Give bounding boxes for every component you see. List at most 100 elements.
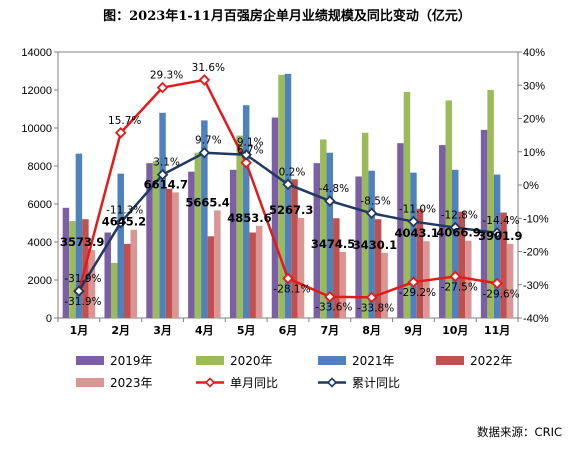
line-value-label: 0.2% bbox=[279, 166, 306, 178]
bar-0-4 bbox=[229, 169, 237, 318]
marker-1-3 bbox=[198, 146, 211, 159]
legend-label: 累计同比 bbox=[352, 376, 400, 390]
line-value-label: -31.9% bbox=[64, 296, 101, 308]
bar-1-0 bbox=[69, 221, 76, 318]
x-tick-label: 8月 bbox=[362, 324, 381, 337]
line-value-label: -12.8% bbox=[441, 210, 478, 222]
x-tick-label: 4月 bbox=[195, 324, 214, 337]
y-right-tick-label: 30% bbox=[523, 80, 545, 92]
line-value-label: -14.4% bbox=[483, 215, 520, 227]
bar-value-label: 5665.4 bbox=[185, 195, 229, 209]
bar-2-6 bbox=[326, 152, 334, 318]
line-value-label: -29.2% bbox=[399, 287, 436, 299]
marker-0-10 bbox=[491, 277, 503, 290]
x-tick-label: 3月 bbox=[153, 324, 172, 337]
bar-2-5 bbox=[284, 73, 292, 318]
bar-0-9 bbox=[439, 145, 446, 318]
line-value-label: 31.6% bbox=[192, 62, 225, 74]
bar-value-label: 3474.5 bbox=[311, 237, 355, 251]
bar-value-label: 4066.9 bbox=[436, 226, 480, 240]
bar-4-0 bbox=[88, 250, 96, 318]
bar-0-10 bbox=[480, 129, 488, 318]
marker-0-8 bbox=[407, 276, 420, 288]
y-right-tick-label: 0% bbox=[523, 180, 539, 192]
y-right-tick-label: 20% bbox=[523, 114, 545, 126]
legend-swatch bbox=[196, 356, 224, 365]
bar-value-label: 3430.1 bbox=[353, 238, 397, 252]
bar-4-5 bbox=[297, 217, 305, 318]
line-value-label: 29.3% bbox=[150, 70, 183, 82]
marker-1-0 bbox=[73, 285, 85, 297]
bar-value-label: 6614.7 bbox=[144, 177, 188, 191]
legend-label: 2019年 bbox=[110, 354, 153, 368]
bar-2-4 bbox=[242, 105, 250, 318]
y-right-tick-label: -40% bbox=[523, 313, 549, 325]
y-right-tick-label: -30% bbox=[523, 280, 549, 292]
x-tick-label: 9月 bbox=[404, 324, 423, 337]
bar-3-2 bbox=[165, 188, 173, 318]
line-value-label: -33.6% bbox=[315, 302, 352, 314]
bar-3-10 bbox=[500, 212, 507, 318]
marker-1-5 bbox=[282, 178, 294, 191]
x-tick-label: 11月 bbox=[484, 324, 510, 337]
bar-1-8 bbox=[403, 91, 411, 319]
line-value-label: 3.1% bbox=[153, 157, 180, 169]
bar-value-label: 5267.3 bbox=[269, 203, 313, 217]
marker-0-6 bbox=[324, 290, 336, 303]
legend-label: 2022年 bbox=[470, 354, 513, 368]
bar-0-0 bbox=[62, 207, 70, 318]
marker-0-7 bbox=[365, 291, 378, 304]
bar-2-8 bbox=[410, 172, 417, 318]
marker-1-2 bbox=[156, 168, 169, 181]
bar-1-3 bbox=[194, 152, 202, 318]
legend-label: 2021年 bbox=[352, 354, 395, 368]
legend-marker bbox=[326, 377, 338, 388]
bar-2-1 bbox=[117, 173, 124, 318]
y-left-tick-label: 6000 bbox=[28, 199, 52, 211]
bar-1-6 bbox=[320, 139, 327, 318]
line-value-label: 6.7% bbox=[237, 145, 264, 157]
y-left-tick-label: 0 bbox=[46, 313, 52, 325]
line-value-label: -33.8% bbox=[357, 302, 394, 314]
bar-4-3 bbox=[214, 210, 221, 318]
bar-3-5 bbox=[291, 179, 298, 318]
legend-label: 2020年 bbox=[230, 354, 273, 368]
y-left-tick-label: 8000 bbox=[28, 161, 52, 173]
bar-0-6 bbox=[313, 163, 321, 318]
marker-1-4 bbox=[240, 148, 252, 161]
bar-4-10 bbox=[506, 243, 514, 318]
x-tick-label: 7月 bbox=[320, 324, 339, 337]
y-right-tick-label: -10% bbox=[523, 213, 549, 225]
bar-1-9 bbox=[445, 100, 453, 318]
bar-2-10 bbox=[493, 174, 501, 318]
y-right-tick-label: 40% bbox=[523, 47, 545, 59]
legend-swatch bbox=[76, 378, 104, 387]
x-tick-label: 6月 bbox=[279, 324, 298, 337]
bar-1-1 bbox=[110, 262, 118, 318]
marker-1-9 bbox=[449, 221, 462, 234]
y-left-tick-label: 4000 bbox=[28, 237, 52, 249]
bar-2-7 bbox=[368, 170, 375, 318]
bar-1-4 bbox=[236, 135, 243, 318]
legend-swatch bbox=[76, 356, 104, 365]
legend-swatch bbox=[318, 356, 346, 365]
bar-0-2 bbox=[146, 163, 153, 318]
y-right-tick-label: -20% bbox=[523, 247, 549, 259]
bar-1-7 bbox=[361, 132, 369, 318]
legend-label: 单月同比 bbox=[230, 376, 278, 390]
marker-0-4 bbox=[240, 156, 252, 169]
bar-4-4 bbox=[255, 225, 263, 318]
line-value-label: 9.7% bbox=[195, 135, 222, 147]
legend: 2019年 2020年 2021年 2022年 2023年 单月同比 累计同比 bbox=[76, 354, 513, 390]
bar-value-label: 4043.1 bbox=[395, 226, 439, 240]
bar-3-9 bbox=[458, 211, 466, 318]
bar-3-8 bbox=[416, 208, 424, 318]
bar-0-8 bbox=[397, 143, 404, 318]
bar-2-9 bbox=[452, 169, 459, 318]
bar-3-1 bbox=[123, 243, 131, 318]
legend-label: 2023年 bbox=[110, 376, 153, 390]
line-value-label: -11.3% bbox=[106, 205, 143, 217]
bar-0-5 bbox=[271, 117, 279, 318]
x-tick-label: 10月 bbox=[442, 324, 468, 337]
